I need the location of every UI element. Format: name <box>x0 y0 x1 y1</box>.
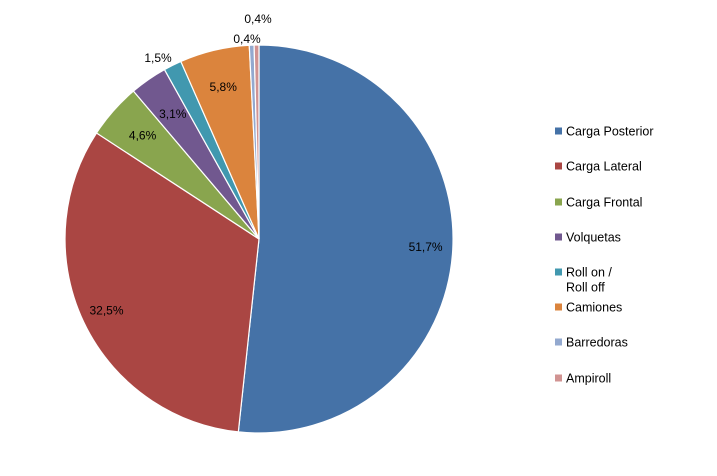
slice-carga-posterior <box>237 44 454 434</box>
legend-label-carga-frontal: Carga Frontal <box>566 196 642 210</box>
legend-label-carga-lateral: Carga Lateral <box>566 160 642 174</box>
legend-label-carga-posterior: Carga Posterior <box>566 125 654 139</box>
legend-label-roll-on-roll-off: Roll on / Roll off <box>566 266 612 295</box>
legend-label-volquetas: Volquetas <box>566 231 621 245</box>
legend-label-barredoras: Barredoras <box>566 336 628 350</box>
legend-swatch-camiones <box>555 303 562 311</box>
slice-label-volquetas: 3,1% <box>159 107 187 121</box>
legend-swatch-carga-lateral <box>555 162 562 170</box>
slice-label-carga-posterior: 51,7% <box>409 240 443 254</box>
legend-label-ampiroll: Ampiroll <box>566 372 611 386</box>
slice-label-roll-on-roll-off: 1,5% <box>144 51 172 65</box>
slice-labels: 51,7% 32,5% 4,6%3,1% 1,5% 5,8% 0,4% 0,4% <box>89 12 442 317</box>
slice-ampiroll <box>253 44 260 240</box>
legend-swatch-carga-frontal <box>555 198 562 206</box>
legend: Carga Posterior Carga Lateral Carga Fronta… <box>555 125 654 386</box>
slice-label-barredoras: 0,4% <box>233 32 261 46</box>
slice-label-ampiroll: 0,4% <box>244 12 272 26</box>
legend-swatch-roll-on-roll-off <box>555 268 562 276</box>
slice-label-camiones: 5,8% <box>210 80 238 94</box>
slice-label-carga-frontal: 4,6% <box>129 129 157 143</box>
legend-swatch-ampiroll <box>555 374 562 382</box>
legend-label-camiones: Camiones <box>566 301 622 315</box>
slice-label-carga-lateral: 32,5% <box>89 303 123 317</box>
legend-swatch-carga-posterior <box>555 127 562 135</box>
legend-swatch-volquetas <box>555 233 562 241</box>
legend-swatch-barredoras <box>555 338 562 346</box>
pie-slices <box>64 44 454 434</box>
